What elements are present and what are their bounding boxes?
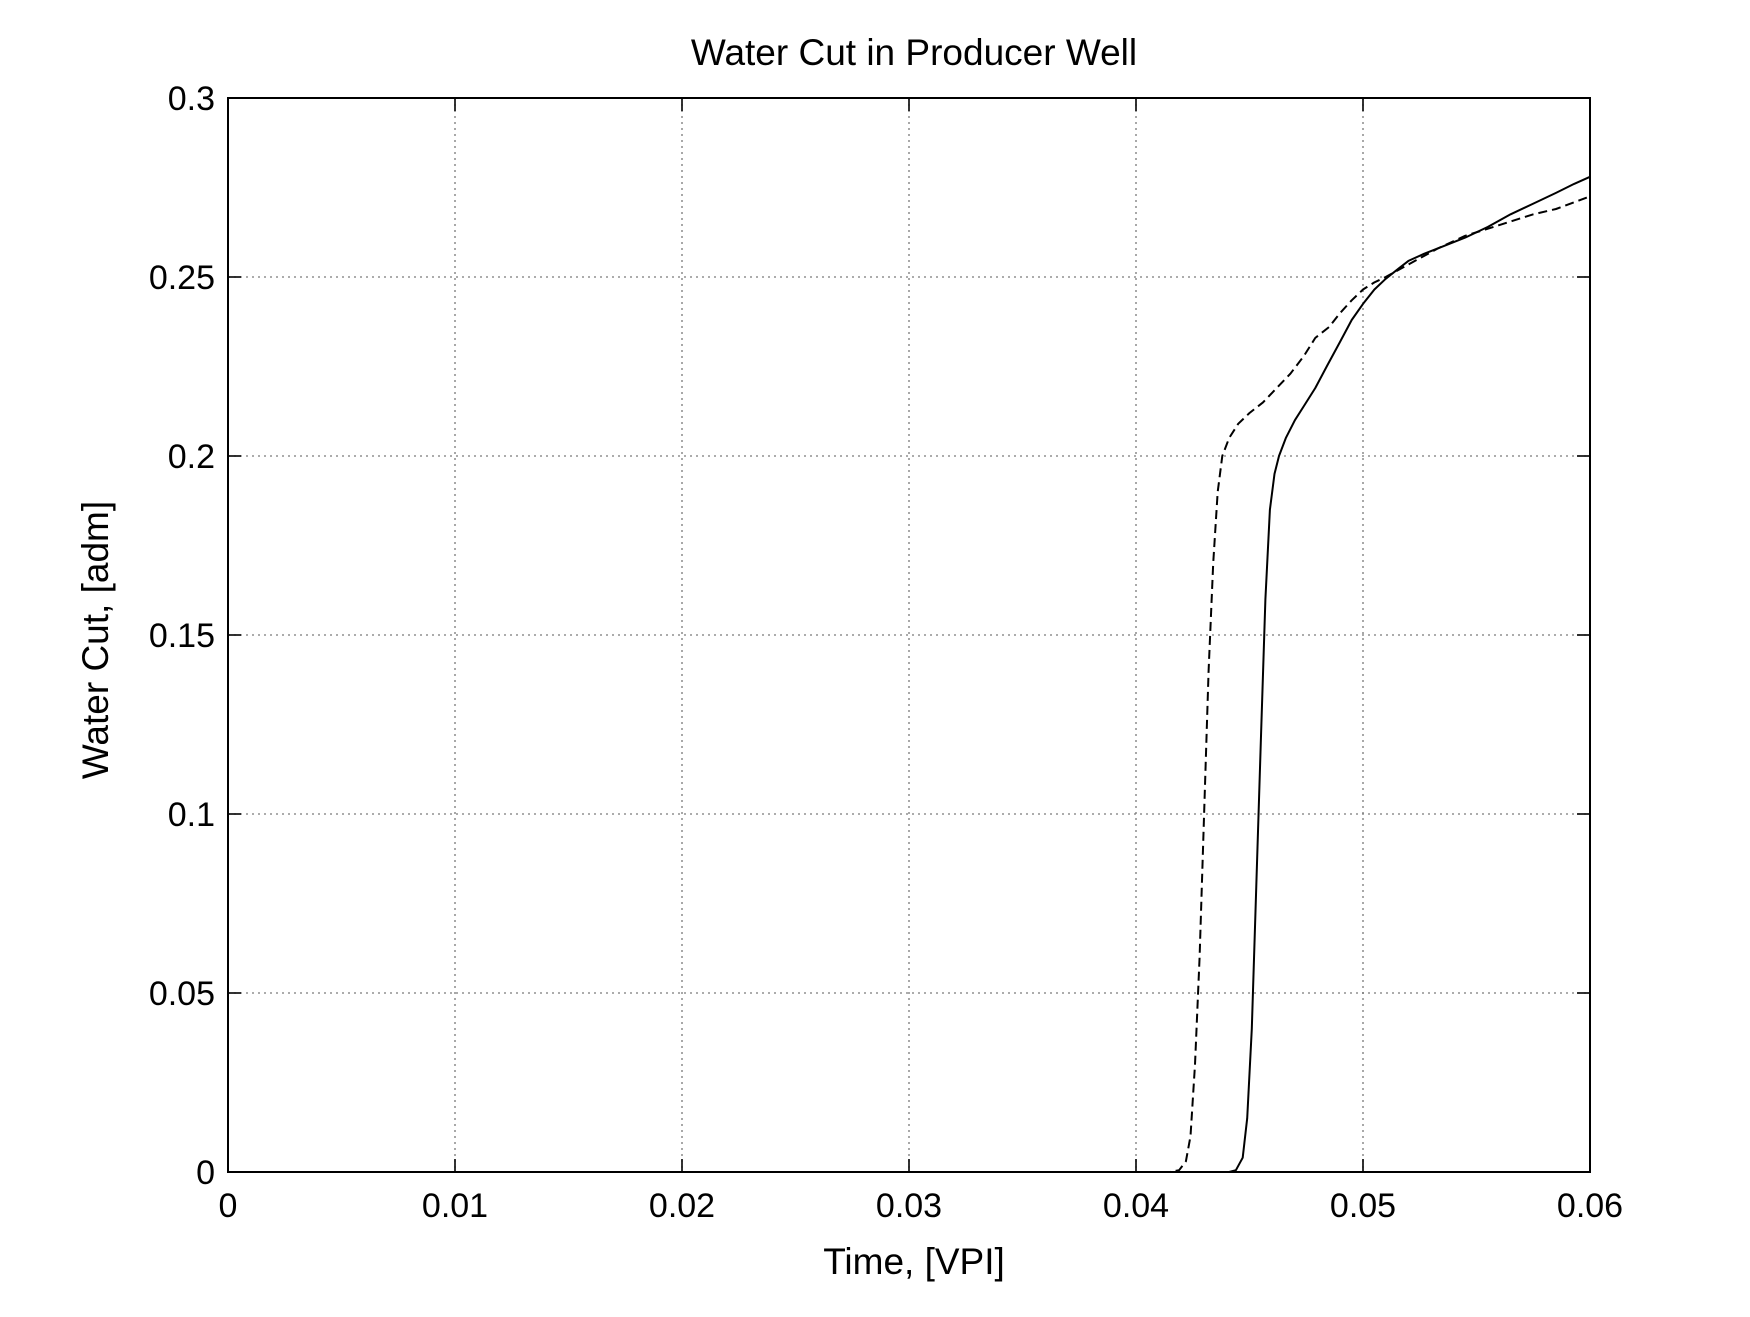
- y-tick-label: 0: [196, 1154, 215, 1192]
- x-tick-label: 0.04: [1103, 1187, 1169, 1225]
- x-axis-title: Time, [VPI]: [823, 1241, 1005, 1282]
- x-tick-label: 0.05: [1330, 1187, 1396, 1225]
- y-tick-label: 0.15: [149, 617, 215, 655]
- y-tick-label: 0.25: [149, 259, 215, 297]
- y-tick-label: 0.1: [168, 796, 215, 834]
- series-line-solid: [1228, 175, 1591, 1173]
- x-tick-label: 0.02: [649, 1187, 715, 1225]
- x-tick-label: 0.03: [876, 1187, 942, 1225]
- y-tick-label: 0.2: [168, 438, 215, 476]
- series-line-dashed: [1133, 195, 1591, 1173]
- y-tick-label: 0.05: [149, 975, 215, 1013]
- x-tick-label: 0: [219, 1187, 238, 1225]
- chart-title: Water Cut in Producer Well: [691, 32, 1137, 73]
- x-tick-label: 0.06: [1557, 1187, 1623, 1225]
- y-tick-label: 0.3: [168, 80, 215, 118]
- y-axis-title: Water Cut, [adm]: [75, 501, 116, 779]
- series-layer: [1133, 175, 1591, 1173]
- x-tick-label: 0.01: [422, 1187, 488, 1225]
- tick-layer: 0 0.01 0.02 0.03 0.04 0.05 0.06 0 0.05 0.1 0.15 0.2…: [149, 80, 1623, 1225]
